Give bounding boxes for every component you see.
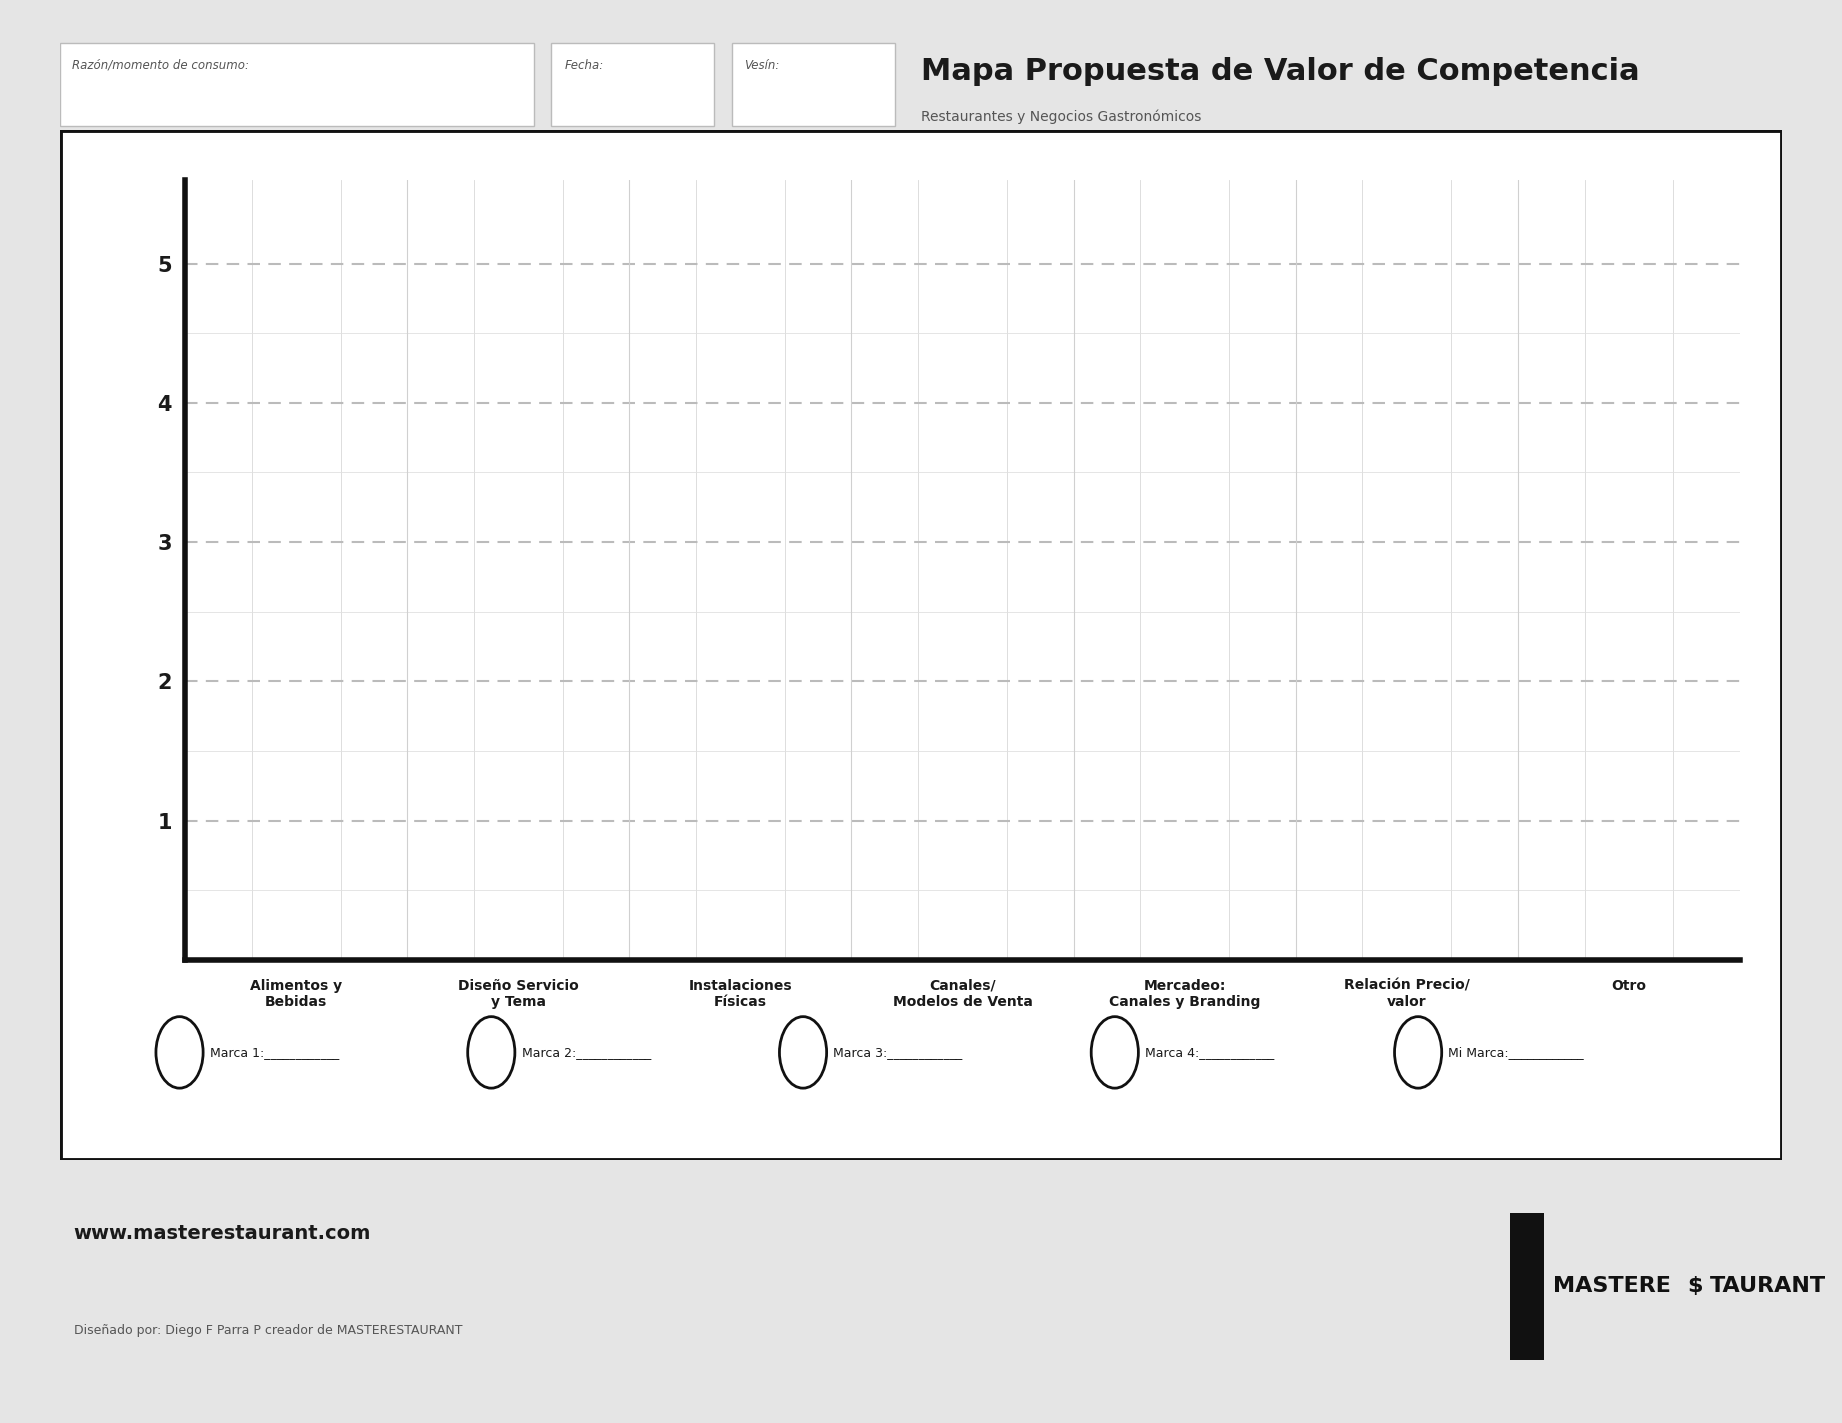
Text: Mi Marca:____________: Mi Marca:____________ — [1448, 1046, 1584, 1059]
Bar — [1510, 1212, 1544, 1360]
FancyBboxPatch shape — [61, 43, 534, 125]
Text: Marca 4:____________: Marca 4:____________ — [1146, 1046, 1275, 1059]
Text: Restaurantes y Negocios Gastronómicos: Restaurantes y Negocios Gastronómicos — [921, 110, 1201, 124]
Text: $: $ — [1687, 1276, 1702, 1296]
Text: Mapa Propuesta de Valor de Competencia: Mapa Propuesta de Valor de Competencia — [921, 57, 1639, 85]
Text: Marca 2:____________: Marca 2:____________ — [521, 1046, 650, 1059]
Text: Fecha:: Fecha: — [564, 58, 604, 71]
Text: Marca 3:____________: Marca 3:____________ — [833, 1046, 963, 1059]
Text: Marca 1:____________: Marca 1:____________ — [210, 1046, 339, 1059]
Text: Diseñado por: Diego F Parra P creador de MASTERESTAURANT: Diseñado por: Diego F Parra P creador de… — [74, 1325, 462, 1338]
Text: Vesín:: Vesín: — [744, 58, 779, 71]
Text: TAURANT: TAURANT — [1709, 1276, 1825, 1296]
FancyBboxPatch shape — [731, 43, 895, 125]
Text: MASTERE: MASTERE — [1553, 1276, 1671, 1296]
FancyBboxPatch shape — [551, 43, 715, 125]
Text: Razón/momento de consumo:: Razón/momento de consumo: — [72, 58, 249, 71]
Text: www.masterestaurant.com: www.masterestaurant.com — [74, 1224, 370, 1244]
